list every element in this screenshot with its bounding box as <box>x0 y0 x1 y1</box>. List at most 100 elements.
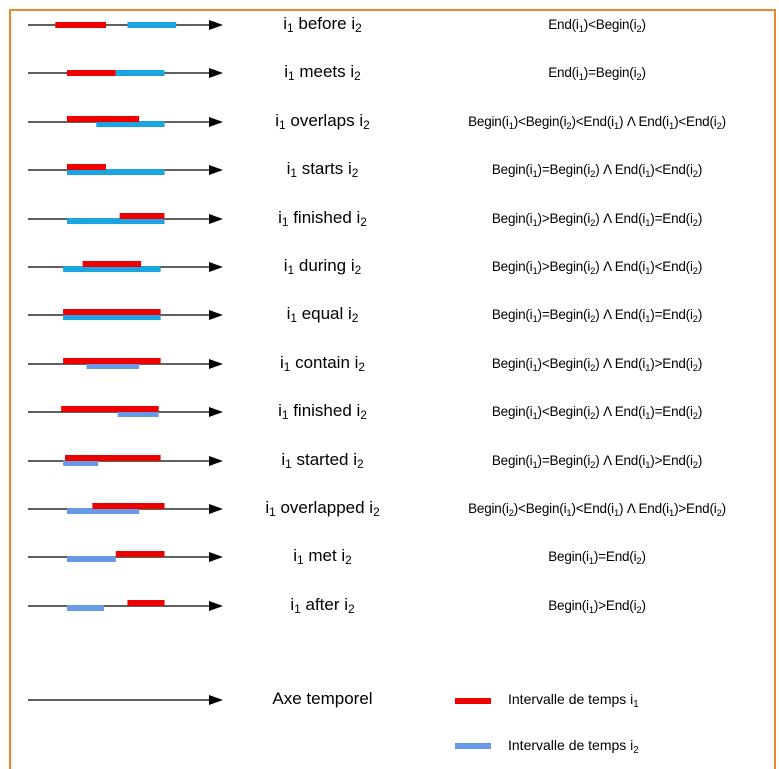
condition-text: Begin(i <box>491 355 533 371</box>
subscript: 1 <box>532 459 538 471</box>
subscript: 1 <box>283 359 291 374</box>
relation-name: i1 after i2 <box>230 595 415 615</box>
subscript: 1 <box>281 214 289 229</box>
relation-condition: Begin(i1)=Begin(i2) Λ End(i1)<End(i2) <box>415 160 779 180</box>
condition-text: )<End(i <box>650 259 693 274</box>
name-text: after i <box>300 594 349 614</box>
subscript: 1 <box>285 456 292 471</box>
subscript: 1 <box>645 266 651 277</box>
condition-text: ) <box>721 113 727 129</box>
time-axis-arrowhead <box>209 165 223 176</box>
time-axis-arrowhead <box>209 600 223 611</box>
subscript: 1 <box>532 266 538 277</box>
condition-text: ) Λ End(i <box>595 404 646 420</box>
subscript: 2 <box>508 508 514 519</box>
condition-text: Begin(i <box>468 113 509 129</box>
condition-text: )>End(i <box>674 501 717 516</box>
subscript: 1 <box>645 411 651 423</box>
name-text: i <box>275 110 280 130</box>
subscript: 1 <box>588 556 594 568</box>
condition-text: )=Begin(i <box>537 307 591 323</box>
relation-condition: Begin(i1)<Begin(i2) Λ End(i1)>End(i2) <box>415 354 779 374</box>
subscript: 1 <box>532 411 538 423</box>
condition-text: Begin(i <box>491 452 533 468</box>
name-text: i <box>278 207 282 227</box>
name-text: overlaps i <box>285 110 364 130</box>
relation-condition: Begin(i1)>Begin(i2) Λ End(i1)<End(i2) <box>415 257 779 277</box>
subscript: 2 <box>351 311 359 326</box>
subscript: 2 <box>636 24 642 35</box>
interval-i2-bar <box>67 217 165 224</box>
time-axis-arrowhead <box>209 20 223 30</box>
legend-interval2-label: Intervalle de temps i2 <box>508 737 639 756</box>
condition-text: )>End(i <box>650 355 693 371</box>
condition-text: )<Begin(i <box>537 404 591 420</box>
condition-text: )<End(i <box>571 113 614 129</box>
subscript: 1 <box>287 263 295 277</box>
relation-condition: Begin(i1)=End(i2) <box>415 547 779 567</box>
relation-timeline <box>28 261 223 272</box>
relation-condition: Begin(i1)<Begin(i2) Λ End(i1)=End(i2) <box>415 402 779 422</box>
relation-condition: Begin(i1)=Begin(i2) Λ End(i1)>End(i2) <box>415 451 779 471</box>
name-text: i <box>281 449 286 469</box>
interval-i1-bar <box>63 357 161 364</box>
time-axis-arrowhead <box>209 262 223 272</box>
subscript: 1 <box>287 21 294 35</box>
subscript: 1 <box>281 408 289 423</box>
legend-axis-label: Axe temporel <box>272 689 373 708</box>
relation-name: i1 overlapped i2 <box>230 498 415 518</box>
condition-text: )=End(i <box>650 404 693 420</box>
name-text: before i <box>293 14 356 33</box>
interval-i2-bar <box>117 411 159 418</box>
legend-interval1-swatch <box>455 698 491 704</box>
subscript: 1 <box>578 72 584 84</box>
relation-row: i1 started i2 Begin(i1)=Begin(i2) Λ End(i… <box>0 447 779 487</box>
condition-text: Begin(i <box>491 404 533 420</box>
name-text: i <box>278 401 282 421</box>
subscript: 1 <box>645 169 651 181</box>
subscript: 1 <box>532 314 538 326</box>
relation-row: i1 finished i2 Begin(i1)>Begin(i2) Λ End(… <box>0 205 779 245</box>
interval-i2-bar <box>63 459 99 466</box>
name-text: equal i <box>296 304 352 324</box>
interval-i1-bar <box>63 309 161 316</box>
name-text: started i <box>291 449 357 469</box>
time-axis-arrowhead <box>209 213 223 224</box>
subscript: 2 <box>692 362 698 374</box>
condition-text: )>End(i <box>593 597 637 613</box>
relation-condition: Begin(i1)>End(i2) <box>415 596 779 616</box>
subscript: 1 <box>290 166 297 181</box>
relation-timeline <box>28 115 223 127</box>
relation-row: i1 met i2 Begin(i1)=End(i2) <box>0 543 779 583</box>
condition-text: Begin(i <box>491 307 533 323</box>
condition-text: )=End(i <box>650 210 693 226</box>
subscript: 2 <box>590 362 596 374</box>
subscript: 1 <box>288 69 295 84</box>
condition-text: ) Λ End(i <box>595 259 646 274</box>
condition-text: ) <box>641 17 646 32</box>
subscript: 2 <box>590 217 596 229</box>
time-axis-arrowhead <box>209 116 223 127</box>
subscript: 2 <box>351 166 359 181</box>
subscript: 2 <box>590 314 596 326</box>
interval-i2-bar <box>127 22 177 28</box>
interval-i2-bar <box>63 314 161 321</box>
relation-row: i1 overlapped i2 Begin(i2)<Begin(i1)<End(… <box>0 495 779 535</box>
interval-i1-bar <box>67 70 116 77</box>
interval-i2-bar <box>96 120 165 127</box>
relation-timeline <box>28 551 223 563</box>
subscript: 2 <box>636 604 642 616</box>
time-axis-arrowhead <box>209 552 223 563</box>
name-text: i <box>265 498 270 517</box>
relation-timeline <box>28 212 223 224</box>
relation-condition: Begin(i1)<Begin(i2)<End(i1) Λ End(i1)<En… <box>415 112 779 132</box>
relation-condition: Begin(i1)=Begin(i2) Λ End(i1)=End(i2) <box>415 305 779 325</box>
relation-name: i1 equal i2 <box>230 304 415 324</box>
time-axis-arrowhead <box>209 310 223 321</box>
diagram-border <box>9 9 776 769</box>
condition-text: ) Λ End(i <box>619 501 669 516</box>
condition-text: Begin(i <box>468 501 509 516</box>
relation-timeline <box>28 454 223 466</box>
relation-timeline <box>28 357 223 369</box>
subscript: 2 <box>355 21 362 35</box>
